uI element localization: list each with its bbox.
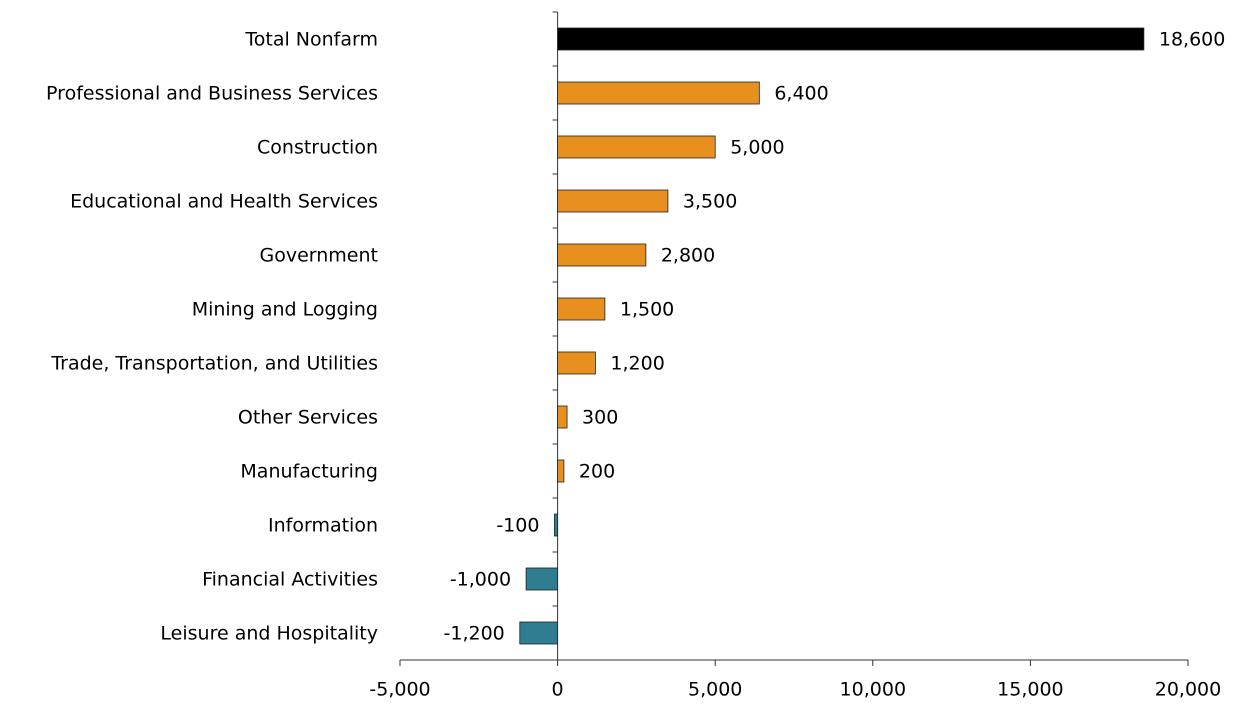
- value-label: 18,600: [1159, 29, 1225, 51]
- category-label: Other Services: [238, 407, 378, 429]
- x-tick-label: 5,000: [688, 679, 742, 701]
- value-label: 2,800: [661, 245, 715, 267]
- bar: [557, 459, 565, 483]
- value-label: 6,400: [774, 83, 828, 105]
- bar: [554, 513, 558, 537]
- bar: [557, 189, 669, 213]
- bar: [557, 405, 568, 429]
- value-label: 200: [579, 461, 615, 483]
- bar: [557, 297, 606, 321]
- value-label: 1,500: [620, 299, 674, 321]
- value-label: -100: [496, 515, 539, 537]
- value-label: 1,200: [610, 353, 664, 375]
- bar: [525, 567, 559, 591]
- x-tick-label: 15,000: [997, 679, 1063, 701]
- category-label: Educational and Health Services: [70, 191, 378, 213]
- x-tick-label: 10,000: [840, 679, 906, 701]
- category-label: Leisure and Hospitality: [160, 623, 378, 645]
- bar: [557, 351, 596, 375]
- value-label: 300: [582, 407, 618, 429]
- x-tick-label: -5,000: [369, 679, 430, 701]
- category-label: Construction: [257, 137, 378, 159]
- bar: [519, 621, 559, 645]
- category-label: Financial Activities: [202, 569, 378, 591]
- category-label: Manufacturing: [240, 461, 378, 483]
- category-label: Government: [260, 245, 379, 267]
- category-label: Trade, Transportation, and Utilities: [50, 353, 378, 375]
- category-label: Information: [268, 515, 378, 537]
- category-label: Mining and Logging: [192, 299, 378, 321]
- bar: [557, 243, 647, 267]
- bar: [557, 135, 716, 159]
- x-tick-label: 0: [552, 679, 564, 701]
- bar: [557, 27, 1145, 51]
- value-label: -1,200: [444, 623, 505, 645]
- value-label: 5,000: [730, 137, 784, 159]
- value-label: -1,000: [450, 569, 511, 591]
- bar: [557, 81, 760, 105]
- category-label: Total Nonfarm: [244, 29, 378, 51]
- category-label: Professional and Business Services: [46, 83, 378, 105]
- value-label: 3,500: [683, 191, 737, 213]
- x-tick-label: 20,000: [1155, 679, 1221, 701]
